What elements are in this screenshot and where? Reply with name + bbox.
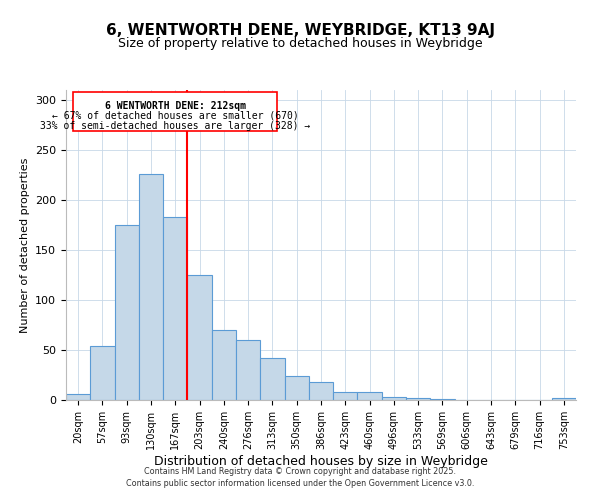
Bar [260,358,284,400]
Text: ← 67% of detached houses are smaller (670): ← 67% of detached houses are smaller (67… [52,111,299,121]
Bar [333,392,358,400]
Bar [115,225,139,400]
Bar [552,398,576,400]
Bar [284,376,309,400]
Bar [90,346,115,400]
Text: Size of property relative to detached houses in Weybridge: Size of property relative to detached ho… [118,38,482,51]
Bar [358,392,382,400]
Bar [309,382,333,400]
Bar [66,394,90,400]
Text: Contains HM Land Registry data © Crown copyright and database right 2025.
Contai: Contains HM Land Registry data © Crown c… [126,466,474,487]
Bar [187,275,212,400]
Bar [163,217,187,400]
Bar [406,398,430,400]
Bar [236,340,260,400]
Bar [212,330,236,400]
Text: 6, WENTWORTH DENE, WEYBRIDGE, KT13 9AJ: 6, WENTWORTH DENE, WEYBRIDGE, KT13 9AJ [106,22,494,38]
Bar [139,174,163,400]
X-axis label: Distribution of detached houses by size in Weybridge: Distribution of detached houses by size … [154,454,488,468]
Text: 33% of semi-detached houses are larger (328) →: 33% of semi-detached houses are larger (… [40,121,310,131]
Bar [430,399,455,400]
Bar [382,397,406,400]
Y-axis label: Number of detached properties: Number of detached properties [20,158,29,332]
Text: 6 WENTWORTH DENE: 212sqm: 6 WENTWORTH DENE: 212sqm [105,101,246,111]
Bar [73,92,277,131]
